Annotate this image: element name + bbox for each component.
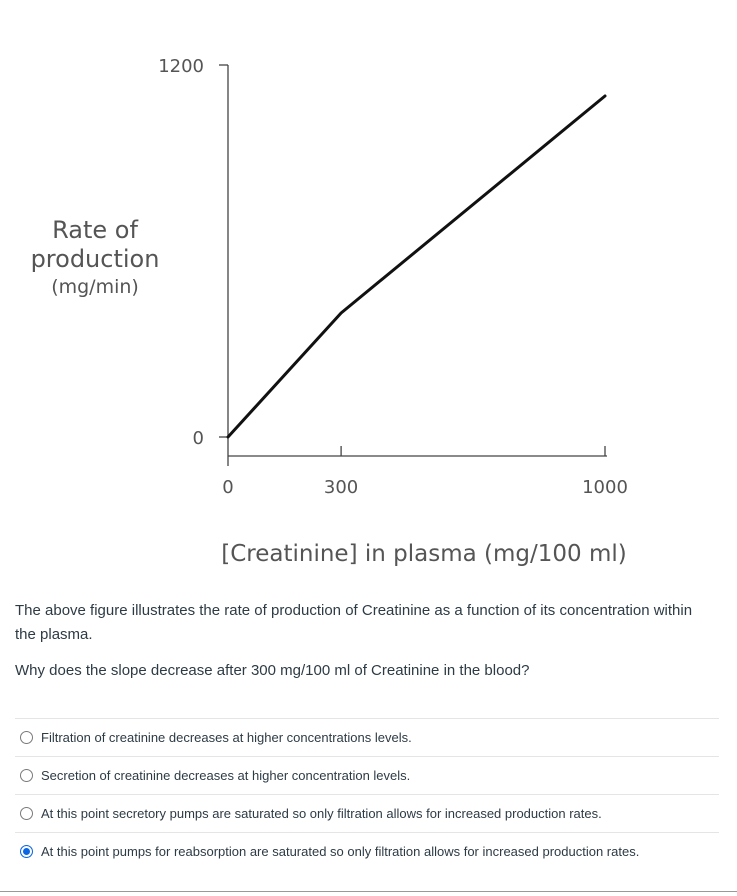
y-axis-label-line: (mg/min) (51, 276, 139, 298)
answer-label[interactable]: At this point secretory pumps are satura… (41, 806, 602, 821)
data-line (226, 94, 607, 439)
x-tick-label: 300 (324, 477, 358, 498)
y-tick-label: 0 (193, 428, 204, 449)
question-text: The above figure illustrates the rate of… (15, 599, 715, 647)
answer-list: Filtration of creatinine decreases at hi… (15, 718, 719, 870)
answer-label[interactable]: Filtration of creatinine decreases at hi… (41, 730, 412, 745)
answer-label[interactable]: Secretion of creatinine decreases at hig… (41, 768, 411, 783)
radio-button[interactable] (20, 769, 33, 782)
answer-label[interactable]: At this point pumps for reabsorption are… (41, 844, 640, 859)
question-paragraph-2: Why does the slope decrease after 300 mg… (15, 662, 530, 679)
answer-option[interactable]: Secretion of creatinine decreases at hig… (15, 757, 719, 795)
x-axis-label: [Creatinine] in plasma (mg/100 ml) (221, 541, 626, 567)
question-prompt: Why does the slope decrease after 300 mg… (15, 659, 715, 683)
answer-option[interactable]: At this point secretory pumps are satura… (15, 795, 719, 833)
y-axis-label-line: production (31, 245, 160, 273)
radio-button[interactable] (20, 845, 33, 858)
chart-series (226, 94, 607, 439)
chart-ticks: 0 1200 0 300 1000 (158, 56, 628, 498)
radio-button[interactable] (20, 807, 33, 820)
chart-axes (227, 65, 607, 466)
radio-button[interactable] (20, 731, 33, 744)
page-divider (0, 891, 737, 892)
answer-option[interactable]: Filtration of creatinine decreases at hi… (15, 719, 719, 757)
y-axis-label-line: Rate of (52, 216, 138, 244)
question-paragraph-1: The above figure illustrates the rate of… (15, 602, 693, 643)
creatinine-chart: Rate of production (mg/min) 0 1200 0 300 100… (31, 56, 628, 567)
x-tick-label: 1000 (582, 477, 628, 498)
x-tick-label: 0 (222, 477, 233, 498)
answer-option[interactable]: At this point pumps for reabsorption are… (15, 833, 719, 870)
y-axis-label: Rate of production (mg/min) (31, 216, 160, 298)
y-tick-label: 1200 (158, 56, 204, 77)
